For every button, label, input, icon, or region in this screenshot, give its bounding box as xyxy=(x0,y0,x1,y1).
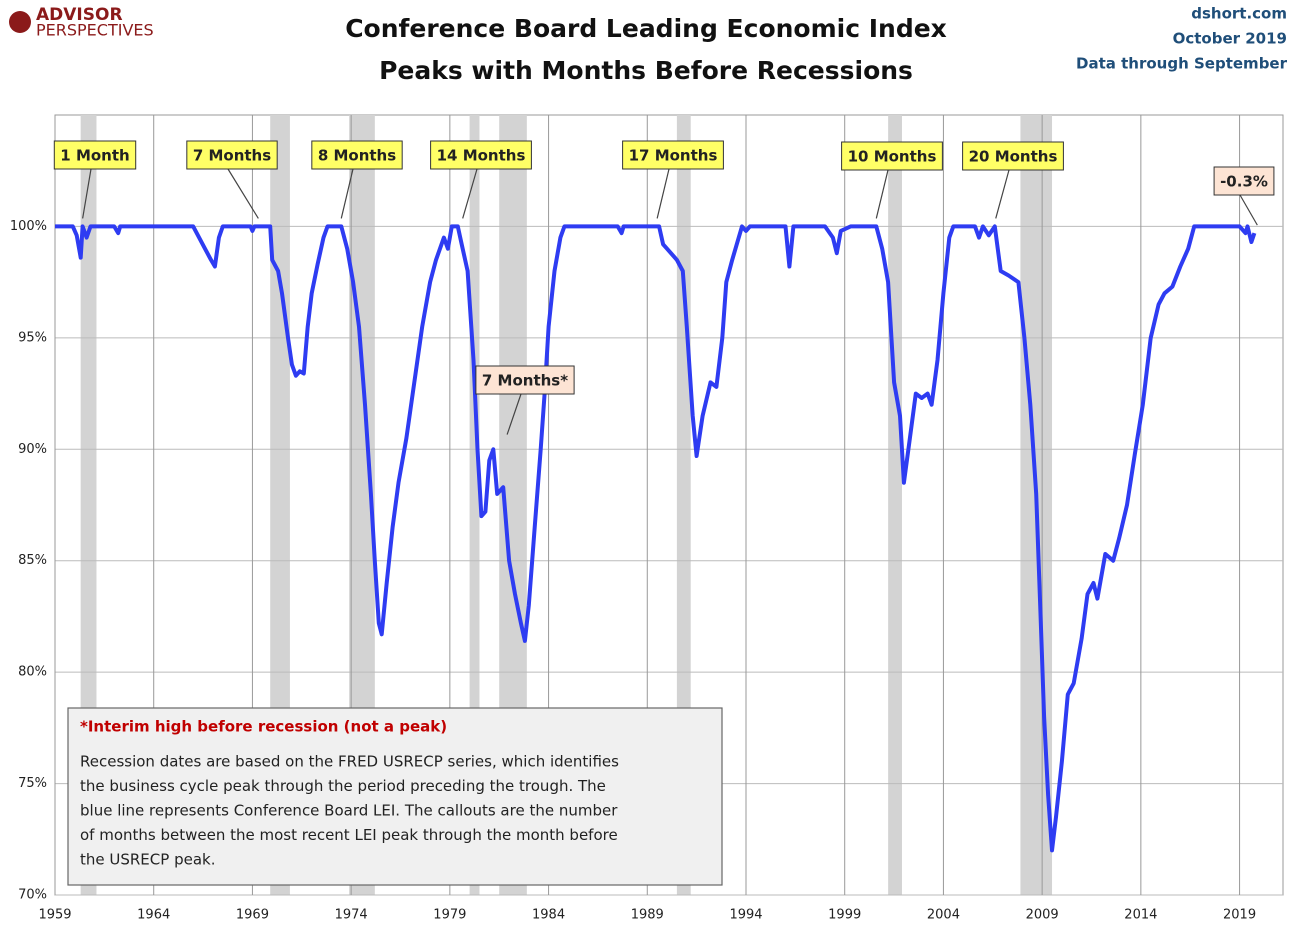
x-tick-label: 2009 xyxy=(1026,908,1059,923)
note-line: the USRECP peak. xyxy=(80,851,215,869)
x-tick-label: 1999 xyxy=(828,908,861,923)
logo-icon xyxy=(9,11,31,33)
callout-pointer xyxy=(875,169,889,219)
callout-box xyxy=(622,140,724,170)
callout-label: 8 Months xyxy=(318,147,396,165)
logo: ADVISOR xyxy=(36,5,123,25)
note-line: Recession dates are based on the FRED US… xyxy=(80,753,619,771)
x-tick-label: 1979 xyxy=(433,908,466,923)
y-tick-label: 95% xyxy=(18,330,47,345)
callout-box xyxy=(475,365,575,395)
x-tick-label: 1964 xyxy=(137,908,170,923)
x-tick-label: 2014 xyxy=(1124,908,1157,923)
callout-label: 17 Months xyxy=(629,147,718,165)
callout-pointer xyxy=(340,168,354,219)
chart-title: Peaks with Months Before Recessions xyxy=(379,56,913,85)
callout-pointer xyxy=(506,393,522,435)
recession-band xyxy=(888,115,902,895)
y-tick-label: 70% xyxy=(18,888,47,903)
x-tick-label: 1974 xyxy=(335,908,368,923)
recession-band xyxy=(80,115,97,895)
callout-pointer xyxy=(1239,194,1258,226)
callout-label: 1 Month xyxy=(60,147,129,165)
callout-label: 14 Months xyxy=(437,147,526,165)
callout-box xyxy=(430,140,532,170)
y-tick-label: 75% xyxy=(18,776,47,791)
logo: PERSPECTIVES xyxy=(36,21,154,40)
y-tick-label: 80% xyxy=(18,665,47,680)
x-tick-label: 1989 xyxy=(631,908,664,923)
x-tick-label: 1994 xyxy=(729,908,762,923)
y-tick-label: 85% xyxy=(18,553,47,568)
chart-title: Conference Board Leading Economic Index xyxy=(345,14,947,43)
note-line: blue line represents Conference Board LE… xyxy=(80,802,618,820)
callout-label: -0.3% xyxy=(1220,173,1268,191)
callout-label: 20 Months xyxy=(969,148,1058,166)
callout-box xyxy=(962,141,1064,171)
y-tick-label: 90% xyxy=(18,442,47,457)
x-tick-label: 1959 xyxy=(38,908,71,923)
callout-pointer xyxy=(995,169,1010,219)
source: October 2019 xyxy=(1173,30,1287,48)
note-box xyxy=(67,707,723,886)
source: Data through September xyxy=(1076,55,1288,73)
x-tick-label: 2004 xyxy=(927,908,960,923)
note-line: of months between the most recent LEI pe… xyxy=(80,826,618,844)
callout-box xyxy=(1213,166,1275,196)
callout-box xyxy=(53,140,137,170)
callout-pointer xyxy=(227,168,259,219)
callout-pointer xyxy=(82,168,92,219)
x-tick-label: 1969 xyxy=(236,908,269,923)
x-tick-label: 2019 xyxy=(1223,908,1256,923)
recession-band xyxy=(469,115,480,895)
callout-box xyxy=(311,140,403,170)
note-heading: *Interim high before recession (not a pe… xyxy=(80,718,447,736)
line xyxy=(55,224,1257,853)
callout-pointer xyxy=(656,168,670,219)
note-line: the business cycle peak through the peri… xyxy=(80,777,606,795)
y-tick-label: 100% xyxy=(10,219,47,234)
source: dshort.com xyxy=(1191,5,1287,23)
callout-label: 7 Months xyxy=(193,147,271,165)
callout-label: 7 Months* xyxy=(482,372,568,390)
callout-box xyxy=(186,140,278,170)
callout-pointer xyxy=(462,168,478,219)
x-tick-label: 1984 xyxy=(532,908,565,923)
callout-label: 10 Months xyxy=(848,148,937,166)
callout-box xyxy=(841,141,943,171)
